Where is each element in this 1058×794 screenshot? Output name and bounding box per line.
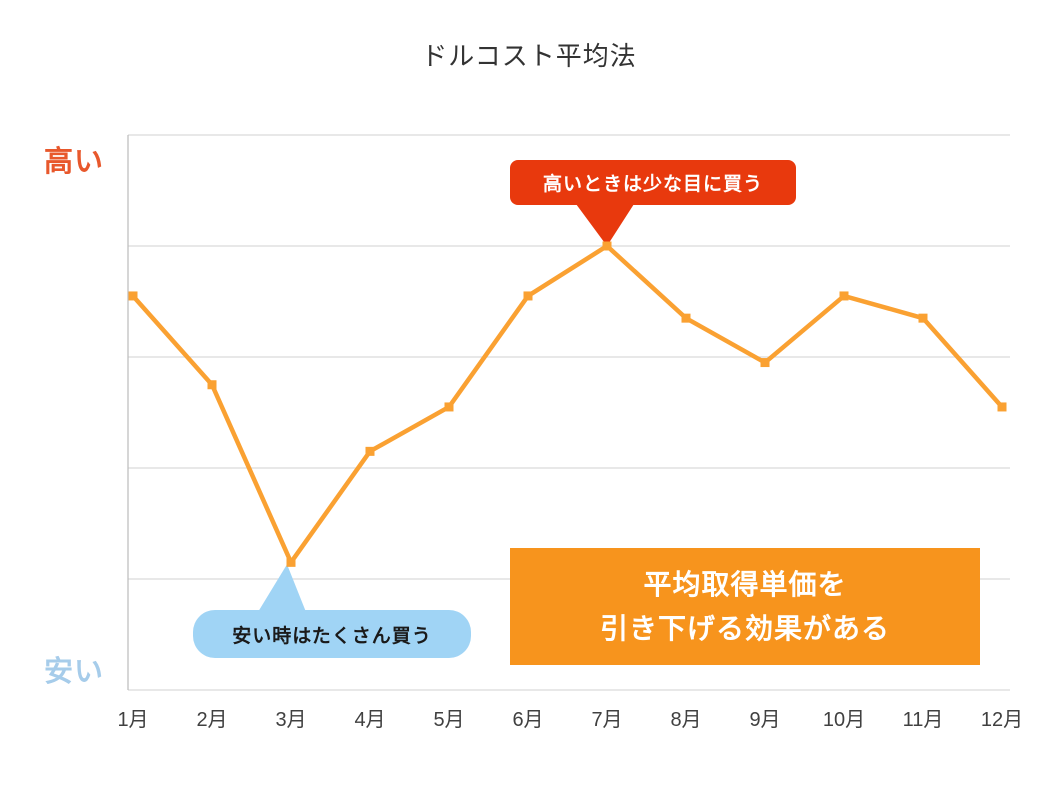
x-axis-label: 11月	[902, 709, 944, 731]
y-axis-high-label: 高い	[44, 146, 105, 178]
x-axis-label: 4月	[354, 709, 386, 731]
x-axis: 1月 2月 3月 4月 5月 6月 7月 8月 9月 10月 11月 12月	[0, 703, 1058, 733]
data-point-marker	[523, 291, 533, 301]
data-point-marker	[839, 291, 849, 301]
data-point-marker	[681, 313, 691, 323]
x-axis-label: 3月	[275, 709, 307, 731]
x-axis-label: 7月	[591, 709, 623, 731]
data-point-marker	[365, 446, 375, 456]
data-point-marker	[997, 402, 1007, 412]
price-series-line	[131, 243, 1004, 567]
x-axis-label: 12月	[980, 709, 1024, 731]
low-price-callout: 安い時はたくさん買う	[193, 610, 471, 658]
data-point-marker	[918, 313, 928, 323]
x-axis-label: 1月	[117, 709, 149, 731]
x-axis-label: 9月	[749, 709, 781, 731]
data-point-marker	[760, 358, 770, 368]
chart-title: ドルコスト平均法	[421, 41, 637, 71]
data-point-marker	[286, 557, 296, 567]
data-point-marker	[602, 241, 612, 251]
x-axis-label: 6月	[512, 709, 544, 731]
x-axis-label: 10月	[822, 709, 866, 731]
effect-box-line1: 平均取得単価を	[643, 569, 847, 601]
high-price-callout-text: 高いときは少な目に買う	[542, 174, 763, 195]
low-price-callout-text: 安い時はたくさん買う	[232, 625, 432, 647]
low-callout-tail	[258, 564, 306, 612]
x-axis-label: 5月	[433, 709, 465, 731]
effect-box-line2: 引き下げる効果がある	[599, 612, 890, 644]
data-point-marker	[444, 402, 454, 412]
y-axis-low-label: 安い	[44, 656, 105, 688]
data-point-marker	[207, 380, 217, 390]
data-point-marker	[128, 291, 138, 301]
high-price-callout: 高いときは少な目に買う	[510, 160, 796, 205]
x-axis-label: 8月	[670, 709, 702, 731]
high-callout-tail	[576, 204, 634, 246]
x-axis-label: 2月	[196, 709, 228, 731]
effect-box: 平均取得単価を 引き下げる効果がある	[510, 548, 980, 665]
